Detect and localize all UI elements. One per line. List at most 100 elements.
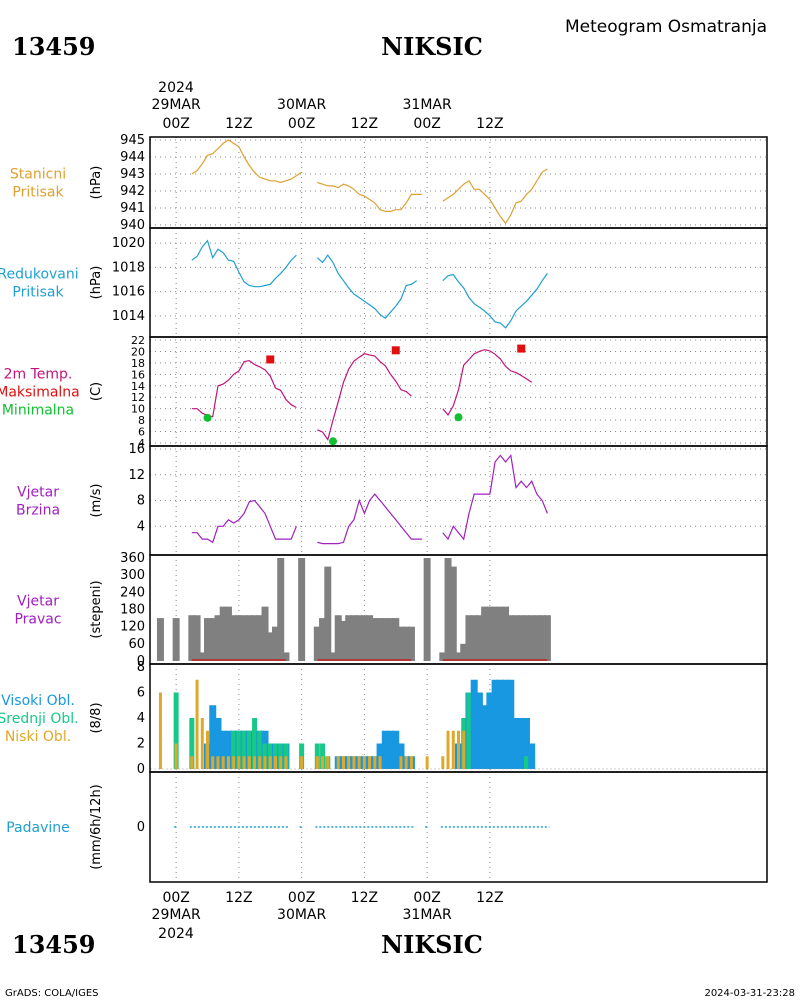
direction-bar bbox=[235, 615, 243, 661]
low-cloud-bar bbox=[441, 756, 445, 769]
y-tick-label: 300 bbox=[120, 568, 145, 583]
series-line-segment bbox=[317, 181, 422, 212]
direction-bar bbox=[538, 615, 546, 661]
time-label-bottom: 12Z bbox=[476, 890, 503, 906]
direction-bar bbox=[512, 615, 520, 661]
station-id-top: 13459 bbox=[12, 32, 96, 61]
panel-label-line: Pritisak bbox=[12, 185, 64, 201]
mid-cloud-bar bbox=[241, 730, 247, 769]
direction-bar bbox=[465, 615, 473, 661]
direction-bar bbox=[496, 606, 504, 661]
y-tick-label: 22 bbox=[131, 334, 145, 347]
series-line-segment bbox=[442, 168, 548, 225]
panel-label-line: Vjetar bbox=[17, 485, 59, 501]
low-cloud-bar bbox=[211, 756, 215, 769]
low-cloud-bar bbox=[341, 756, 345, 769]
low-cloud-bar bbox=[258, 756, 262, 769]
direction-bar bbox=[475, 615, 483, 661]
y-tick-label: 4 bbox=[138, 437, 145, 450]
y-tick-label: 6 bbox=[137, 686, 145, 701]
direction-bar bbox=[392, 618, 400, 661]
low-cloud-bar bbox=[206, 730, 210, 769]
y-tick-label: 180 bbox=[120, 603, 145, 618]
high-cloud-bar bbox=[522, 718, 530, 769]
low-cloud-bar bbox=[232, 756, 236, 769]
direction-bar bbox=[324, 566, 332, 661]
low-cloud-bar bbox=[399, 756, 403, 769]
y-tick-label: 16 bbox=[128, 442, 145, 457]
direction-bar bbox=[407, 626, 415, 661]
direction-bar bbox=[366, 615, 374, 661]
y-tick-label: 12 bbox=[131, 391, 145, 404]
panel-label-line: Maksimalna bbox=[0, 385, 80, 401]
y-tick-label: 10 bbox=[131, 403, 145, 416]
low-cloud-bar bbox=[242, 756, 246, 769]
low-cloud-bar bbox=[263, 756, 267, 769]
y-tick-label: 12 bbox=[128, 468, 145, 483]
date-label-bottom: 29MAR bbox=[152, 907, 201, 923]
low-cloud-bar bbox=[279, 756, 283, 769]
date-label-top: 31MAR bbox=[403, 97, 452, 113]
direction-bar bbox=[230, 615, 238, 661]
high-cloud-bar bbox=[387, 730, 395, 769]
date-label-top: 30MAR bbox=[277, 97, 326, 113]
y-tick-label: 120 bbox=[120, 620, 145, 635]
series-line-segment bbox=[317, 493, 422, 545]
panel-label-line: Niski Obl. bbox=[5, 729, 71, 745]
time-label-top: 00Z bbox=[413, 116, 440, 132]
direction-bar bbox=[470, 615, 478, 661]
high-cloud-bar bbox=[507, 679, 515, 769]
low-cloud-bar bbox=[315, 756, 319, 769]
station-id-bottom: 13459 bbox=[12, 930, 96, 959]
chart-subtitle: Meteogram Osmatranja bbox=[565, 17, 767, 37]
low-cloud-bar bbox=[174, 743, 178, 769]
low-cloud-bar bbox=[378, 756, 382, 769]
y-tick-label: 0 bbox=[137, 820, 145, 835]
panel-label-line: Brzina bbox=[16, 503, 60, 519]
tmin-marker bbox=[203, 413, 212, 422]
direction-bar bbox=[298, 558, 306, 661]
direction-bar bbox=[360, 615, 368, 661]
y-tick-label: 4 bbox=[137, 711, 145, 726]
tmax-marker bbox=[266, 355, 275, 364]
low-cloud-bar bbox=[326, 756, 330, 769]
direction-bar bbox=[350, 615, 358, 661]
low-cloud-bar bbox=[190, 756, 194, 769]
direction-bar bbox=[517, 615, 525, 661]
panel-label-line: Pritisak bbox=[12, 285, 64, 301]
series-line-segment bbox=[191, 499, 297, 544]
credit-text: GrADS: COLA/IGES bbox=[5, 988, 99, 999]
panel-frame bbox=[149, 136, 768, 229]
direction-bar bbox=[533, 615, 541, 661]
low-cloud-bar bbox=[457, 730, 460, 769]
direction-bar bbox=[543, 615, 551, 661]
high-cloud-bar bbox=[496, 679, 504, 769]
direction-bar bbox=[204, 618, 212, 661]
mid-cloud-bar bbox=[246, 730, 252, 769]
y-tick-label: 941 bbox=[120, 201, 145, 216]
y-axis-unit: (stepeni) bbox=[89, 580, 104, 638]
series-line-segment bbox=[191, 139, 302, 184]
direction-bar bbox=[209, 618, 217, 661]
low-cloud-bar bbox=[300, 756, 304, 769]
panel-label-line: Pravac bbox=[14, 612, 61, 628]
series-line-segment bbox=[442, 453, 548, 541]
direction-bar bbox=[224, 606, 232, 661]
low-cloud-bar bbox=[373, 756, 377, 769]
direction-bar bbox=[319, 618, 327, 661]
low-cloud-bar bbox=[216, 756, 220, 769]
low-cloud-bar bbox=[221, 756, 225, 769]
direction-bar bbox=[245, 615, 253, 661]
direction-bar bbox=[491, 606, 499, 661]
direction-bar bbox=[444, 558, 452, 661]
mid-cloud-bar bbox=[252, 718, 258, 769]
y-axis-unit: (m/s) bbox=[89, 484, 104, 518]
direction-bar bbox=[522, 615, 530, 661]
direction-bar bbox=[439, 652, 447, 661]
high-cloud-bar bbox=[224, 730, 232, 769]
direction-bar bbox=[460, 643, 468, 661]
y-tick-label: 20 bbox=[131, 345, 145, 358]
low-cloud-bar bbox=[247, 756, 251, 769]
direction-bar bbox=[282, 652, 290, 661]
low-cloud-bar bbox=[462, 730, 466, 769]
